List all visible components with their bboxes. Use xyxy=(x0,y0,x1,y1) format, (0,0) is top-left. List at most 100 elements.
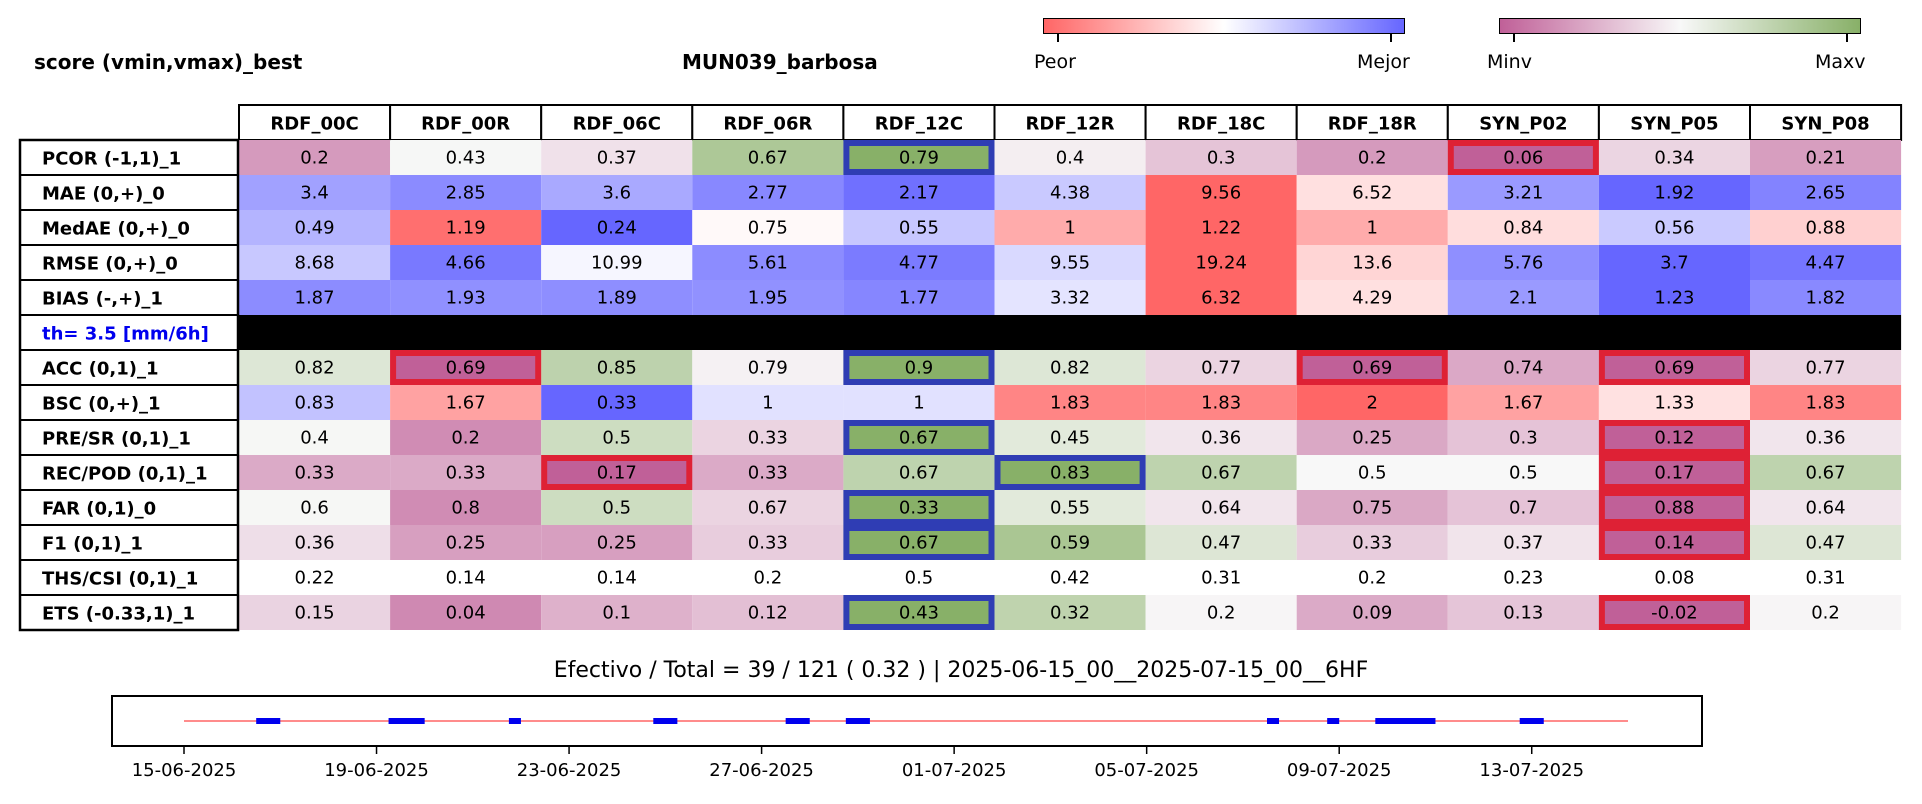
heatmap-cell xyxy=(541,140,693,175)
heatmap-cell xyxy=(1145,525,1297,560)
cell-value: 0.84 xyxy=(1503,218,1543,239)
cell-value: 0.36 xyxy=(1201,428,1241,449)
heatmap-cell xyxy=(390,280,542,315)
heatmap-cell xyxy=(692,245,844,280)
cell-value: 0.34 xyxy=(1654,148,1694,169)
heatmap-cell xyxy=(994,210,1146,245)
row-label: BSC (0,+)_1 xyxy=(42,394,161,415)
cell-value: 0.37 xyxy=(1503,533,1543,554)
cell-value: 0.33 xyxy=(748,428,788,449)
cell-value: 3.21 xyxy=(1503,183,1543,204)
column-header: RDF_12C xyxy=(875,114,963,135)
worst-highlight xyxy=(1598,455,1751,490)
column-header: RDF_12R xyxy=(1026,114,1115,135)
cell-value: 0.79 xyxy=(748,358,788,379)
cell-value: 0.33 xyxy=(446,463,486,484)
cell-value: 6.32 xyxy=(1201,288,1241,309)
cell-value: 0.4 xyxy=(1056,148,1085,169)
cell-value: 0.09 xyxy=(1352,603,1392,624)
cell-value: 0.36 xyxy=(1806,428,1846,449)
heatmap-cell xyxy=(390,490,542,525)
cell-value: 0.67 xyxy=(748,148,788,169)
best-highlight xyxy=(843,595,995,630)
heatmap-cell xyxy=(1750,350,1902,385)
cell-value: 0.2 xyxy=(1358,568,1387,589)
timeline-event xyxy=(653,718,678,724)
row-label-box xyxy=(19,524,239,561)
cell-value: 0.33 xyxy=(748,533,788,554)
heatmap-cell xyxy=(1145,140,1297,175)
cell-value: 0.33 xyxy=(748,463,788,484)
heatmap-cell xyxy=(994,350,1146,385)
heatmap-cell xyxy=(692,420,844,455)
heatmap-cell xyxy=(994,560,1146,595)
heatmap-cell xyxy=(1296,280,1448,315)
column-header-box xyxy=(1749,104,1903,141)
heatmap-cell xyxy=(1750,595,1902,630)
heatmap-cell xyxy=(843,385,995,420)
colorbar-low-label: Peor xyxy=(1034,51,1076,73)
cell-value: 0.69 xyxy=(446,358,486,379)
timeline-event xyxy=(508,718,521,724)
heatmap-cell xyxy=(239,175,391,210)
cell-value: 0.4 xyxy=(300,428,329,449)
row-label: ACC (0,1)_1 xyxy=(42,359,158,380)
cell-value: 0.74 xyxy=(1503,358,1543,379)
cell-value: 1 xyxy=(1064,218,1075,239)
cell-value: 0.2 xyxy=(1358,148,1387,169)
heatmap-cell xyxy=(1296,210,1448,245)
heatmap-cell xyxy=(239,525,391,560)
cell-value: 0.2 xyxy=(300,148,329,169)
heatmap-cell xyxy=(1447,245,1599,280)
heatmap-cell xyxy=(994,420,1146,455)
cell-value: 0.31 xyxy=(1201,568,1241,589)
heatmap-cell xyxy=(692,350,844,385)
cell-value: 0.45 xyxy=(1050,428,1090,449)
cell-value: 0.12 xyxy=(748,603,788,624)
colorbar-tick xyxy=(1390,34,1392,42)
worst-highlight xyxy=(1296,350,1448,385)
value-colorbar xyxy=(1499,18,1861,34)
heatmap-cell xyxy=(1145,595,1297,630)
cell-value: 0.2 xyxy=(1207,603,1236,624)
heatmap-cell xyxy=(1296,455,1448,490)
worst-highlight xyxy=(541,455,693,490)
cell-value: 0.33 xyxy=(295,463,335,484)
best-highlight xyxy=(843,350,995,385)
cell-value: 0.77 xyxy=(1201,358,1241,379)
column-header: RDF_18R xyxy=(1328,114,1417,135)
cell-value: 0.23 xyxy=(1503,568,1543,589)
cell-value: 0.37 xyxy=(597,148,637,169)
cell-value: 0.33 xyxy=(899,498,939,519)
cell-value: 3.7 xyxy=(1660,253,1689,274)
cell-value: 0.2 xyxy=(451,428,480,449)
heatmap-cell xyxy=(994,245,1146,280)
heatmap-cell xyxy=(541,525,693,560)
heatmap-cell xyxy=(1447,490,1599,525)
heatmap-cell xyxy=(541,560,693,595)
heatmap-cell xyxy=(1750,420,1902,455)
cell-value: 0.15 xyxy=(295,603,335,624)
cell-value: 0.47 xyxy=(1806,533,1846,554)
heatmap-cell xyxy=(390,420,542,455)
heatmap-cell xyxy=(692,490,844,525)
cell-value: 0.5 xyxy=(905,568,934,589)
cell-value: 0.49 xyxy=(295,218,335,239)
station-title: MUN039_barbosa xyxy=(682,50,878,74)
row-label-column-border xyxy=(18,138,240,632)
cell-value: 3.32 xyxy=(1050,288,1090,309)
column-header: RDF_18C xyxy=(1177,114,1265,135)
heatmap-cell xyxy=(692,210,844,245)
column-header-box xyxy=(1295,104,1449,141)
timeline-event xyxy=(388,718,425,724)
cell-value: 1.83 xyxy=(1050,393,1090,414)
best-highlight xyxy=(994,455,1146,490)
timeline-event xyxy=(845,718,870,724)
heatmap-cell xyxy=(541,245,693,280)
best-highlight xyxy=(843,525,995,560)
heatmap-cell xyxy=(390,140,542,175)
best-highlight xyxy=(843,140,995,175)
heatmap-cell xyxy=(1447,350,1599,385)
timeline-event xyxy=(1327,718,1340,724)
heatmap-cell xyxy=(692,455,844,490)
